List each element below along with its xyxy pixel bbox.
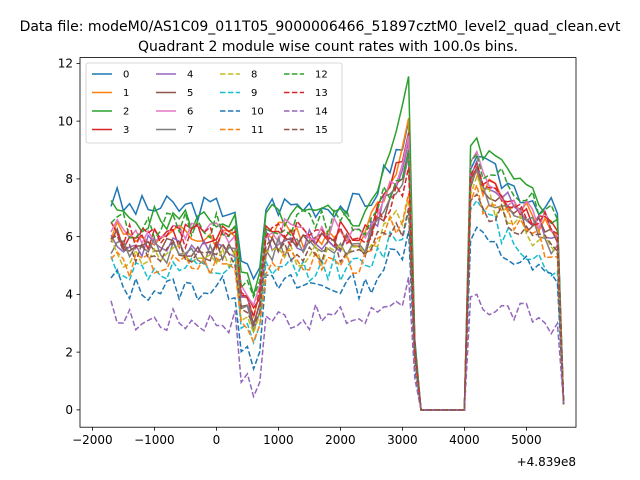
legend-label-13: 13	[315, 88, 328, 99]
legend-label-6: 6	[187, 107, 193, 118]
series-line-9	[110, 199, 565, 411]
y-tick-label: 10	[58, 114, 73, 128]
legend-label-9: 9	[251, 88, 257, 99]
x-tick-label: 4000	[449, 433, 480, 447]
y-tick-label: 0	[65, 403, 73, 417]
x-tick-label: −1000	[134, 433, 175, 447]
legend-label-10: 10	[251, 107, 264, 118]
legend-label-14: 14	[315, 107, 328, 118]
legend-label-11: 11	[251, 125, 264, 136]
x-tick-label: 0	[213, 433, 221, 447]
series-line-14	[110, 276, 565, 411]
y-tick-label: 8	[65, 172, 73, 186]
legend-label-12: 12	[315, 70, 328, 81]
legend-label-5: 5	[187, 88, 193, 99]
x-tick-label: 5000	[511, 433, 542, 447]
x-axis-offset-label: +4.839e8	[517, 455, 576, 469]
chart-title: Quadrant 2 module wise count rates with …	[138, 39, 518, 55]
legend-label-1: 1	[123, 88, 129, 99]
y-tick-label: 4	[65, 288, 73, 302]
series-line-6	[110, 135, 565, 411]
legend-label-8: 8	[251, 70, 257, 81]
figure-suptitle: Data file: modeM0/AS1C09_011T05_90000064…	[20, 19, 621, 35]
legend-label-7: 7	[187, 125, 193, 136]
series-line-7	[110, 155, 565, 411]
series-layer	[110, 76, 565, 411]
series-line-12	[110, 149, 565, 411]
y-tick-label: 12	[58, 57, 73, 71]
series-line-4	[110, 141, 565, 411]
legend-box	[85, 62, 343, 144]
axes-frame	[79, 57, 577, 428]
y-axis-ticks: 0 2 4 6 8 10 12	[58, 57, 80, 417]
legend-label-15: 15	[315, 125, 328, 136]
series-line-2	[110, 76, 565, 411]
x-tick-label: 3000	[387, 433, 418, 447]
y-tick-label: 2	[65, 345, 73, 359]
series-line-0	[110, 120, 565, 411]
series-line-8	[110, 174, 565, 411]
x-tick-label: 2000	[325, 433, 356, 447]
x-axis-ticks: −2000 −1000 0 1000 2000 3000 4000 5000	[72, 427, 542, 447]
legend-label-2: 2	[123, 107, 129, 118]
series-line-10	[110, 226, 565, 411]
x-tick-label: −2000	[72, 433, 113, 447]
x-tick-label: 1000	[263, 433, 294, 447]
series-line-13	[110, 161, 565, 411]
series-line-11	[110, 182, 565, 411]
legend-label-0: 0	[123, 70, 129, 81]
legend-label-3: 3	[123, 125, 129, 136]
legend-label-4: 4	[187, 70, 193, 81]
series-line-1	[110, 118, 565, 411]
y-tick-label: 6	[65, 230, 73, 244]
